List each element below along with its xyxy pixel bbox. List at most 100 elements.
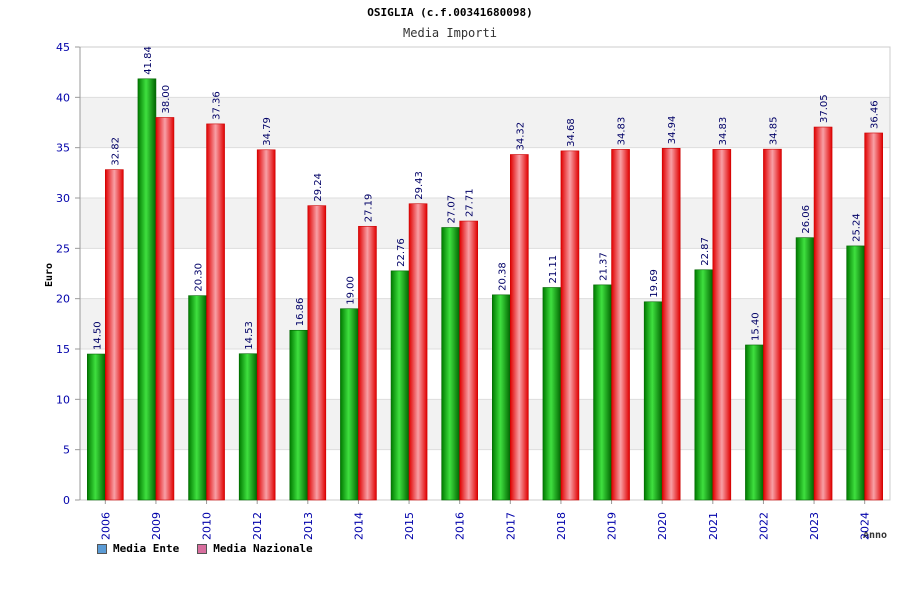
data-label: 20.38: [497, 262, 508, 291]
x-tick-label: 2016: [454, 512, 467, 540]
data-label: 14.53: [244, 321, 255, 350]
data-label: 34.68: [566, 118, 577, 147]
data-label: 20.30: [194, 263, 205, 292]
data-label: 34.83: [718, 117, 729, 146]
x-tick-label: 2013: [302, 512, 315, 540]
chart-subtitle: Media Importi: [403, 26, 497, 40]
bar-media-ente: [188, 295, 207, 501]
y-axis-label: Euro: [44, 263, 55, 287]
bar-media-ente: [694, 269, 714, 501]
bar-media-nazionale: [560, 150, 580, 501]
legend-label-media-ente: Media Ente: [113, 542, 180, 555]
bar-media-nazionale: [256, 149, 276, 501]
bar-media-ente: [643, 301, 663, 501]
data-label: 34.83: [617, 117, 628, 146]
data-label: 25.24: [852, 213, 863, 242]
data-label: 27.19: [363, 194, 374, 223]
data-label: 29.24: [313, 173, 324, 202]
bar-media-nazionale: [510, 154, 529, 501]
legend-item-media-nazionale: Media Nazionale: [197, 542, 313, 555]
bar-media-nazionale: [155, 117, 175, 501]
legend-label-media-nazionale: Media Nazionale: [213, 542, 313, 555]
bar-media-ente: [340, 308, 359, 501]
x-tick-label: 2014: [352, 512, 365, 540]
legend-swatch-media-nazionale: [197, 543, 208, 554]
data-label: 22.76: [396, 238, 407, 267]
x-tick-label: 2019: [606, 512, 619, 540]
bar-media-nazionale: [864, 132, 883, 501]
data-label: 16.86: [295, 298, 306, 327]
bar-media-nazionale: [307, 205, 327, 501]
data-label: 34.79: [262, 117, 273, 146]
data-label: 37.36: [212, 91, 223, 120]
data-label: 15.40: [750, 312, 761, 341]
data-label: 34.85: [768, 117, 779, 146]
x-tick-label: 2010: [201, 512, 214, 540]
bar-media-ente: [846, 245, 865, 501]
x-tick-label: 2017: [504, 512, 517, 540]
y-tick-label: 40: [56, 91, 70, 104]
x-tick-label: 2018: [555, 512, 568, 540]
plot-area: 0 5 10 15 20 25 30 35 40 45 2006 14.50 32.82 2009 41.8…: [56, 41, 891, 540]
bar-media-nazionale: [459, 220, 478, 501]
bar-media-ente: [795, 237, 815, 501]
bar-media-ente: [745, 344, 764, 501]
data-label: 36.46: [870, 100, 881, 129]
bar-media-nazionale: [813, 126, 833, 501]
y-tick-label: 5: [63, 444, 70, 457]
bar-media-nazionale: [206, 123, 225, 501]
bar-media-nazionale: [358, 225, 377, 501]
y-tick-label: 0: [63, 494, 70, 507]
data-label: 41.84: [143, 46, 154, 75]
x-tick-label: 2020: [656, 512, 669, 540]
y-tick-label: 20: [56, 293, 70, 306]
bar-media-ente: [593, 284, 612, 501]
chart-title: OSIGLIA (c.f.00341680098): [367, 6, 533, 19]
data-label: 34.94: [667, 116, 678, 145]
data-label: 26.06: [801, 205, 812, 234]
bar-media-ente: [289, 329, 309, 501]
data-label: 27.71: [465, 188, 476, 217]
x-tick-label: 2009: [150, 512, 163, 540]
x-tick-label: 2012: [251, 512, 264, 540]
data-label: 19.69: [649, 269, 660, 298]
data-label: 27.07: [447, 195, 458, 224]
legend-item-media-ente: Media Ente: [97, 542, 179, 555]
bar-media-ente: [542, 287, 562, 501]
y-tick-label: 45: [56, 41, 70, 54]
y-tick-label: 10: [56, 393, 70, 406]
data-label: 34.32: [515, 122, 526, 151]
x-tick-label: 2021: [707, 512, 720, 540]
data-label: 37.05: [819, 94, 830, 123]
bar-media-ente: [390, 270, 410, 501]
x-tick-label: 2022: [757, 512, 770, 540]
bar-media-nazionale: [611, 149, 630, 501]
x-tick-label: 2023: [808, 512, 821, 540]
data-label: 38.00: [161, 85, 172, 114]
y-tick-label: 25: [56, 242, 70, 255]
bar-media-ente: [238, 353, 258, 501]
data-label: 32.82: [110, 137, 121, 166]
y-tick-label: 30: [56, 192, 70, 205]
x-tick-label: 2015: [403, 512, 416, 540]
bar-media-ente: [492, 294, 511, 501]
data-label: 22.87: [700, 237, 711, 266]
bar-media-ente: [87, 353, 106, 501]
data-label: 19.00: [345, 276, 356, 305]
data-label: 29.43: [414, 171, 425, 200]
legend: Media Ente Media Nazionale: [97, 542, 313, 555]
bar-media-nazionale: [105, 169, 124, 501]
grid-band: [80, 47, 890, 98]
x-tick-label: 2006: [99, 512, 112, 540]
y-tick-label: 15: [56, 343, 70, 356]
bar-media-nazionale: [408, 203, 428, 501]
y-tick-label: 35: [56, 142, 70, 155]
x-axis-label: Anno: [863, 530, 887, 541]
legend-swatch-media-ente: [97, 543, 107, 554]
data-label: 21.37: [599, 252, 610, 281]
bar-media-nazionale: [763, 148, 782, 501]
data-label: 14.50: [92, 321, 103, 350]
bar-media-nazionale: [661, 147, 681, 501]
